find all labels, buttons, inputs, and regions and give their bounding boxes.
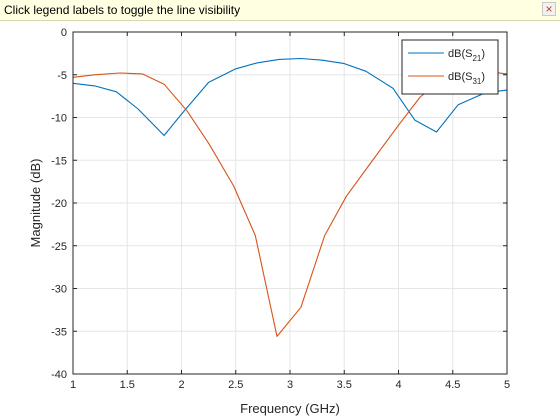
x-tick-label: 2	[178, 379, 184, 391]
y-tick-label: -40	[51, 369, 67, 381]
y-tick-label: -25	[51, 241, 67, 253]
legend-label-s31[interactable]: dB(S31)	[448, 71, 485, 86]
y-tick-label: -20	[51, 198, 67, 210]
legend-item-s31[interactable]: dB(S31)	[408, 71, 485, 86]
legend-item-s21[interactable]: dB(S21)	[408, 48, 485, 63]
x-tick-label: 1	[70, 379, 76, 391]
y-tick-label: -15	[51, 155, 67, 167]
x-tick-label: 3	[287, 379, 293, 391]
legend-box	[401, 39, 499, 95]
x-tick-label: 5	[504, 379, 510, 391]
x-tick-label: 3.5	[337, 379, 352, 391]
y-axis-label: Magnitude (dB)	[28, 159, 43, 248]
legend-label-s21[interactable]: dB(S21)	[448, 48, 485, 63]
x-tick-label: 2.5	[228, 379, 243, 391]
info-bar: Click legend labels to toggle the line v…	[0, 0, 560, 21]
y-tick-label: -5	[57, 70, 67, 82]
axis-ticks: 1 1.5 2 2.5 3 3.5 4 4.5 5 0 -5 -10 -15 -20 -25 -30 -35 -4…	[51, 27, 510, 391]
series-line-s21	[72, 57, 508, 137]
x-axis-label: Frequency (GHz)	[240, 401, 340, 416]
y-tick-label: 0	[61, 27, 67, 39]
y-tick-label: -10	[51, 113, 67, 125]
info-bar-message: Click legend labels to toggle the line v…	[4, 3, 241, 17]
legend: dB(S21) dB(S31)	[401, 39, 499, 95]
x-tick-label: 1.5	[120, 379, 135, 391]
y-tick-label: -35	[51, 326, 67, 338]
x-tick-label: 4	[395, 379, 401, 391]
y-tick-label: -30	[51, 284, 67, 296]
x-tick-label: 4.5	[445, 379, 460, 391]
close-icon[interactable]: ×	[542, 2, 556, 16]
